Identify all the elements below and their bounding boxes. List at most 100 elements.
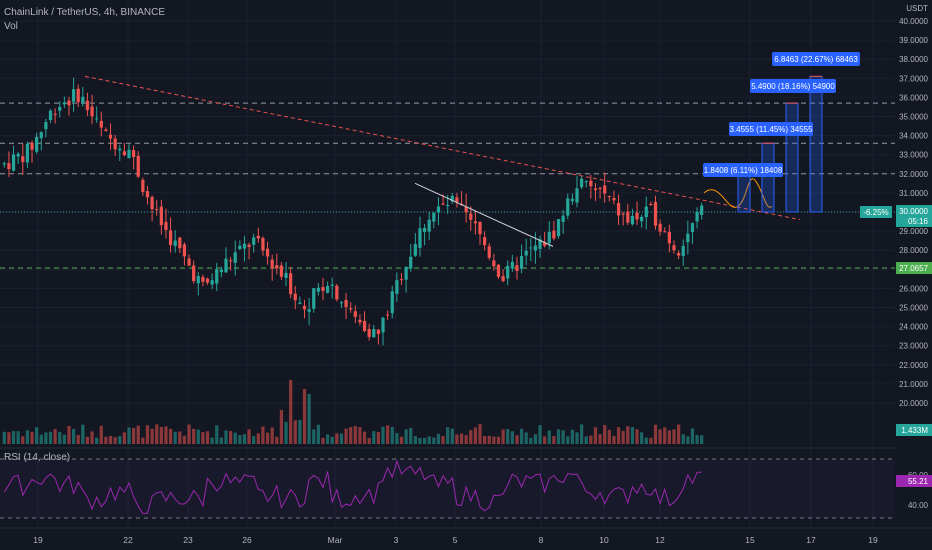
volume-bar (76, 434, 80, 444)
volume-bar (413, 436, 417, 444)
candle-body (233, 252, 237, 263)
volume-bar (210, 437, 214, 444)
candle-body (141, 179, 145, 192)
candle-body (524, 250, 528, 256)
volume-bar (238, 435, 242, 444)
projection-path (703, 178, 773, 208)
candle-body (473, 221, 478, 224)
volume-bar (81, 424, 85, 444)
countdown-value: 05:16 (908, 217, 929, 226)
price-axis[interactable]: USDT 40.0000 39.0000 38.0000 37.0000 36.0000 3… (860, 0, 932, 528)
time-tick: 19 (868, 535, 878, 545)
price-tick: 38.0000 (899, 55, 928, 64)
candle-body (413, 244, 417, 256)
volume-bar (436, 433, 441, 444)
volume-bar (399, 436, 404, 444)
candle-body (67, 100, 71, 106)
time-axis[interactable]: 19 22 23 26 Mar 3 5 8 10 12 15 17 19 (0, 527, 932, 545)
volume-bar (455, 434, 459, 444)
volume-bar (312, 429, 316, 444)
candle-body (108, 134, 113, 139)
candle-body (279, 265, 284, 277)
candle-body (649, 203, 653, 205)
volume-bar (279, 409, 284, 444)
volume-bar (386, 425, 390, 444)
target-range-4 (809, 75, 823, 213)
target-label-3: 5.4900 (18.16%) 54900 (751, 82, 835, 91)
symbol-title[interactable]: ChainLink / TetherUS, 4h, BINANCE (4, 7, 166, 18)
volume-bar (547, 430, 551, 444)
volume-bar (418, 437, 422, 444)
candle-body (164, 221, 168, 230)
volume-bar (293, 420, 297, 444)
price-tick: 29.0000 (899, 227, 928, 236)
support-badge (896, 262, 932, 275)
candle-body (339, 302, 344, 304)
currency-label: USDT (906, 4, 928, 13)
volume-bar (612, 435, 616, 444)
volume-bar (427, 436, 431, 444)
candle-body (492, 260, 496, 267)
candle-body (293, 293, 297, 301)
volume-bar (16, 431, 20, 444)
volume-bar (275, 436, 279, 444)
candle-body (178, 237, 182, 249)
candle-body (85, 100, 90, 111)
volume-bar (118, 436, 122, 444)
candle-body (265, 248, 270, 257)
candle-body (155, 209, 159, 211)
candle-body (399, 279, 404, 281)
volume-bar (256, 433, 260, 444)
volume-bar (58, 431, 62, 444)
candle-body (196, 276, 200, 284)
candle-body (409, 256, 413, 269)
volume-bar (35, 427, 39, 444)
target-label-bg-3 (750, 79, 836, 93)
time-tick: 23 (183, 535, 193, 545)
candle-body (603, 185, 607, 194)
volume-bar (372, 431, 376, 444)
candle-body (362, 320, 367, 332)
price-tick: 26.0000 (899, 284, 928, 293)
candle-body (330, 284, 334, 286)
candle-body (607, 195, 611, 197)
volume-bar (598, 434, 602, 444)
candle-body (159, 206, 163, 226)
candle-body (104, 129, 108, 131)
volume-bar (464, 435, 468, 444)
rsi-label[interactable]: RSI (14, close) (4, 452, 71, 463)
price-tick: 23.0000 (899, 342, 928, 351)
volume-bar (90, 431, 94, 444)
volume-bar (593, 427, 598, 444)
candle-body (275, 265, 279, 269)
candle-body (367, 329, 371, 337)
volume-bar (187, 424, 191, 444)
volume-bar (325, 434, 330, 444)
volume-bar (67, 425, 71, 444)
volume-bar (108, 435, 113, 444)
volume-bar (215, 425, 219, 444)
candle-body (81, 96, 85, 104)
candle-body (510, 261, 514, 269)
candle-body (256, 235, 260, 239)
volume-bar (362, 431, 367, 444)
volume-bar (626, 426, 630, 444)
volume-bar (173, 431, 177, 444)
candle-body (150, 196, 154, 210)
candle-body (261, 237, 265, 251)
volume-bar (339, 433, 344, 444)
support-value: 27.0657 (899, 264, 928, 273)
candle-body (487, 246, 491, 258)
volume-bar (145, 425, 150, 444)
price-tick: 40.0000 (899, 17, 928, 26)
candle-body (122, 151, 127, 156)
volume-bar (644, 437, 648, 444)
volume-bar (228, 431, 233, 444)
volume-bar (353, 425, 357, 444)
volume-bar (330, 436, 334, 444)
candle-body (53, 113, 57, 115)
candle-body (284, 272, 288, 278)
candle-body (561, 215, 565, 222)
candle-body (533, 245, 538, 251)
